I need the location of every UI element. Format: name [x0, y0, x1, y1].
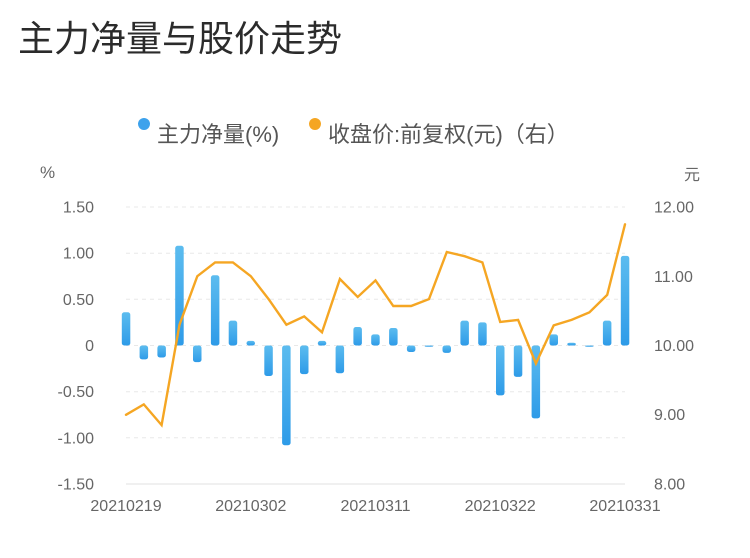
- svg-text:1.00: 1.00: [63, 246, 94, 263]
- svg-text:8.00: 8.00: [654, 477, 685, 494]
- svg-text:0: 0: [85, 338, 94, 355]
- svg-text:-1.00: -1.00: [58, 430, 95, 447]
- svg-text:11.00: 11.00: [654, 269, 693, 286]
- svg-text:1.50: 1.50: [63, 200, 94, 217]
- svg-text:-1.50: -1.50: [58, 477, 95, 494]
- svg-text:0.50: 0.50: [63, 292, 94, 309]
- svg-text:10.00: 10.00: [654, 338, 694, 355]
- svg-text:20210219: 20210219: [90, 498, 161, 515]
- svg-text:%: %: [40, 163, 55, 182]
- svg-text:20210311: 20210311: [341, 498, 411, 515]
- svg-text:20210302: 20210302: [215, 498, 286, 515]
- svg-text:元: 元: [684, 167, 700, 184]
- svg-text:-0.50: -0.50: [58, 384, 95, 401]
- svg-text:20210331: 20210331: [589, 498, 660, 515]
- svg-text:12.00: 12.00: [654, 200, 694, 217]
- svg-text:20210322: 20210322: [465, 498, 536, 515]
- svg-text:9.00: 9.00: [654, 407, 685, 424]
